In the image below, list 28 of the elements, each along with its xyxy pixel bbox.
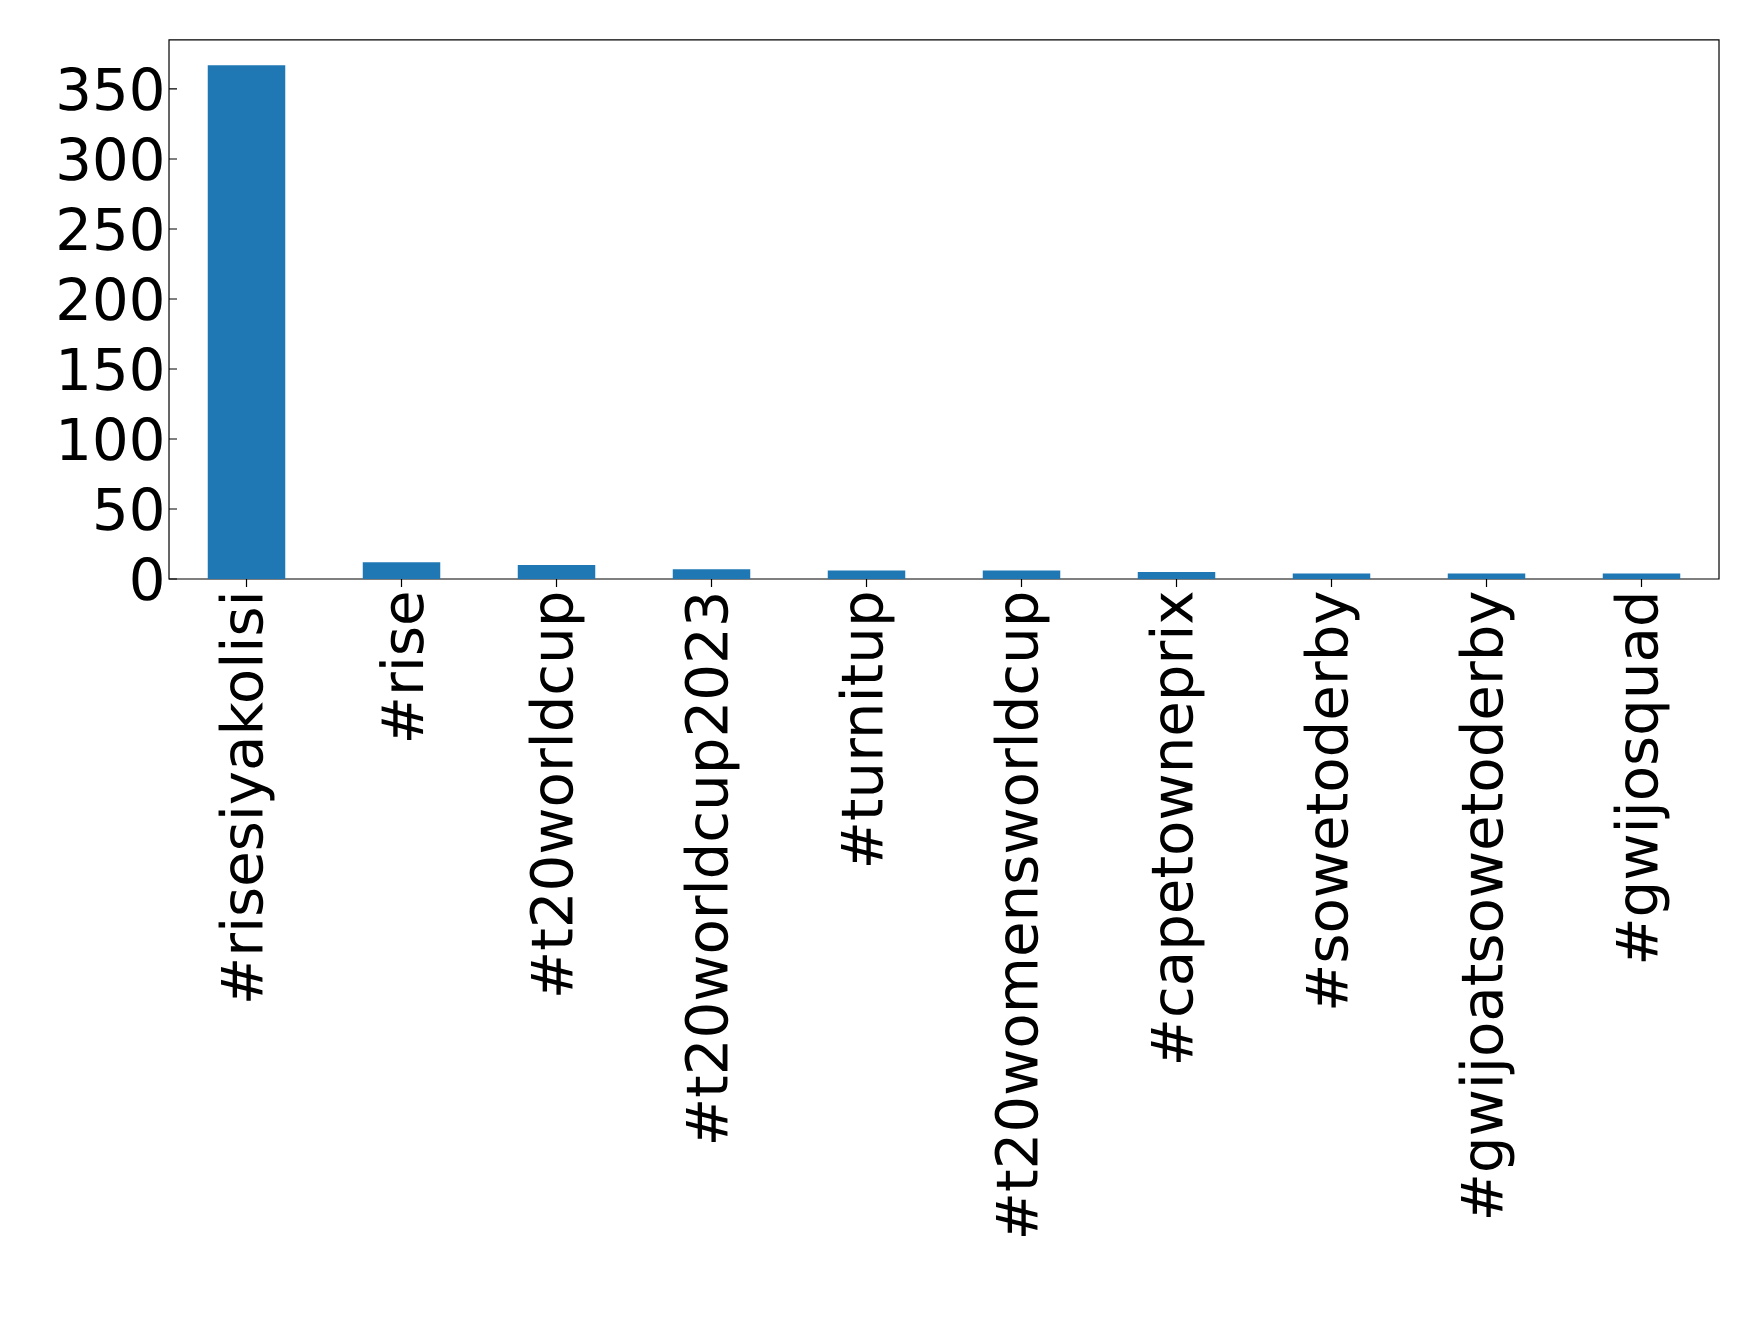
- x-tick-label: #risesiyakolisi: [218, 595, 275, 1001]
- x-tick-label: #rise: [379, 593, 424, 740]
- y-tick-label: 200: [59, 277, 162, 321]
- bar: [1292, 573, 1371, 579]
- bar: [827, 570, 906, 579]
- x-tick-label: #t20worldcup2023: [683, 595, 740, 1142]
- bar: [672, 569, 751, 579]
- y-tick-label: 350: [59, 67, 162, 111]
- x-tick-label: #sowetoderby: [1303, 592, 1360, 1008]
- bar: [207, 65, 286, 579]
- x-tick-label: #t20worldcup: [528, 593, 585, 995]
- y-tick-label: 150: [61, 347, 162, 391]
- bar: [1447, 573, 1526, 579]
- x-tick-label: #turnitup: [838, 593, 895, 866]
- y-tick-label: 0: [132, 557, 162, 601]
- bar: [517, 564, 596, 579]
- y-tick-label: 250: [59, 207, 162, 251]
- bar: [982, 570, 1061, 579]
- y-tick-label: 100: [61, 417, 162, 461]
- bar: [1602, 573, 1681, 579]
- y-tick-label: 50: [96, 487, 162, 531]
- x-tick-label: #capetowneprix: [1148, 592, 1205, 1063]
- y-tick-label: 300: [59, 137, 162, 181]
- x-tick-label: #gwijosquad: [1613, 595, 1670, 962]
- bar: [1137, 571, 1216, 579]
- x-tick-label: #t20womensworldcup: [993, 593, 1050, 1237]
- bar: [362, 562, 441, 579]
- x-tick-label: #gwijoatsowetoderby: [1458, 592, 1515, 1218]
